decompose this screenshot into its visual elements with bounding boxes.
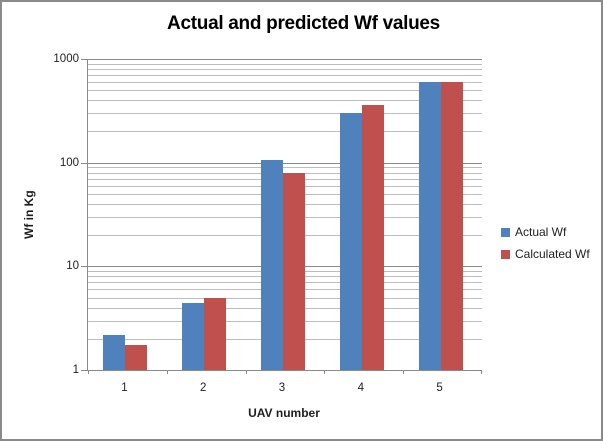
- x-axis-tick-mark: [245, 370, 247, 374]
- minor-gridline: [88, 69, 482, 71]
- y-axis-tick-mark: [81, 162, 87, 164]
- minor-gridline: [88, 63, 482, 65]
- x-axis-tick-mark: [481, 370, 482, 374]
- legend: Actual Wf Calculated Wf: [501, 221, 590, 265]
- major-gridline: [88, 59, 482, 60]
- legend-label-calculated: Calculated Wf: [515, 247, 590, 261]
- x-axis-title: UAV number: [248, 406, 320, 420]
- x-axis-tick-mark: [88, 370, 89, 374]
- y-axis-tick-mark: [81, 370, 87, 371]
- bar-actual-uav-1: [103, 334, 126, 370]
- minor-gridline: [88, 75, 482, 77]
- legend-item-calculated: Calculated Wf: [501, 243, 590, 265]
- legend-swatch-calculated: [501, 249, 510, 259]
- y-axis-tick-label: 1000: [53, 53, 79, 65]
- legend-item-actual: Actual Wf: [501, 221, 590, 243]
- bar-actual-uav-4: [339, 113, 362, 370]
- plot-area: [87, 59, 482, 374]
- x-axis-tick-label: 1: [121, 382, 128, 394]
- x-axis-tick-label: 2: [199, 382, 207, 394]
- bar-actual-uav-3: [261, 160, 283, 370]
- x-axis-tick-label: 4: [357, 382, 364, 394]
- bar-calculated-uav-5: [440, 82, 463, 370]
- x-axis-tick-mark: [166, 370, 168, 374]
- bar-calculated-uav-4: [361, 105, 384, 370]
- y-axis-tick-mark: [81, 59, 87, 60]
- y-axis-tick-label: 1: [72, 364, 79, 376]
- y-axis-tick-label: 100: [59, 156, 79, 169]
- legend-swatch-actual: [501, 227, 510, 237]
- y-axis-tick-mark: [81, 266, 87, 268]
- chart-title: Actual and predicted Wf values: [167, 13, 440, 34]
- bar-actual-uav-2: [182, 303, 205, 370]
- bar-actual-uav-5: [418, 82, 441, 370]
- y-axis-title: Wf in Kg: [22, 190, 36, 239]
- y-axis-tick-label: 10: [66, 260, 79, 273]
- x-axis-tick-label: 5: [436, 382, 443, 394]
- x-axis-tick-mark: [324, 370, 326, 374]
- x-axis-tick-mark: [403, 370, 405, 374]
- bar-calculated-uav-3: [283, 172, 305, 370]
- legend-label-actual: Actual Wf: [515, 225, 567, 239]
- bar-calculated-uav-2: [204, 298, 227, 370]
- x-axis-tick-label: 3: [278, 382, 286, 394]
- bar-calculated-uav-1: [125, 344, 148, 370]
